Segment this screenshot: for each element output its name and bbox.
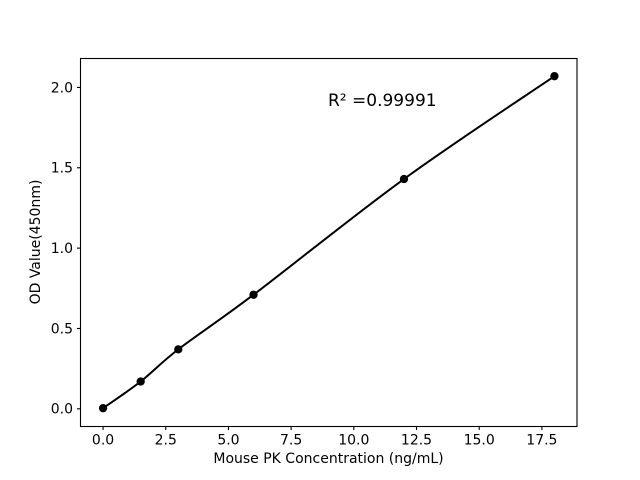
y-axis-label: OD Value(450nm) bbox=[28, 179, 44, 305]
x-axis-label: Mouse PK Concentration (ng/mL) bbox=[213, 451, 444, 467]
x-tick-label: 15.0 bbox=[464, 433, 495, 449]
fit-line bbox=[102, 75, 556, 410]
y-tick-label: 1.0 bbox=[51, 241, 73, 257]
x-tick-label: 0.0 bbox=[92, 433, 114, 449]
axes-spines bbox=[79, 57, 578, 428]
x-tick-label: 7.5 bbox=[280, 433, 302, 449]
data-point bbox=[98, 404, 108, 413]
data-point bbox=[399, 174, 409, 184]
x-tick-label: 17.5 bbox=[526, 433, 557, 449]
y-tick-label: 0.0 bbox=[51, 402, 73, 418]
r-squared-annotation: R² =0.99991 bbox=[328, 91, 437, 111]
data-point bbox=[174, 345, 183, 354]
x-tick-label: 12.5 bbox=[401, 433, 432, 449]
y-tick-label: 0.5 bbox=[51, 321, 73, 337]
data-point bbox=[249, 290, 258, 299]
data-point bbox=[550, 72, 559, 81]
y-tick-label: 2.0 bbox=[51, 80, 73, 96]
x-tick-label: 5.0 bbox=[217, 433, 239, 449]
x-tick-label: 10.0 bbox=[338, 433, 369, 449]
data-point bbox=[136, 377, 145, 386]
y-tick-label: 1.5 bbox=[51, 161, 73, 177]
x-tick-label: 2.5 bbox=[155, 433, 177, 449]
